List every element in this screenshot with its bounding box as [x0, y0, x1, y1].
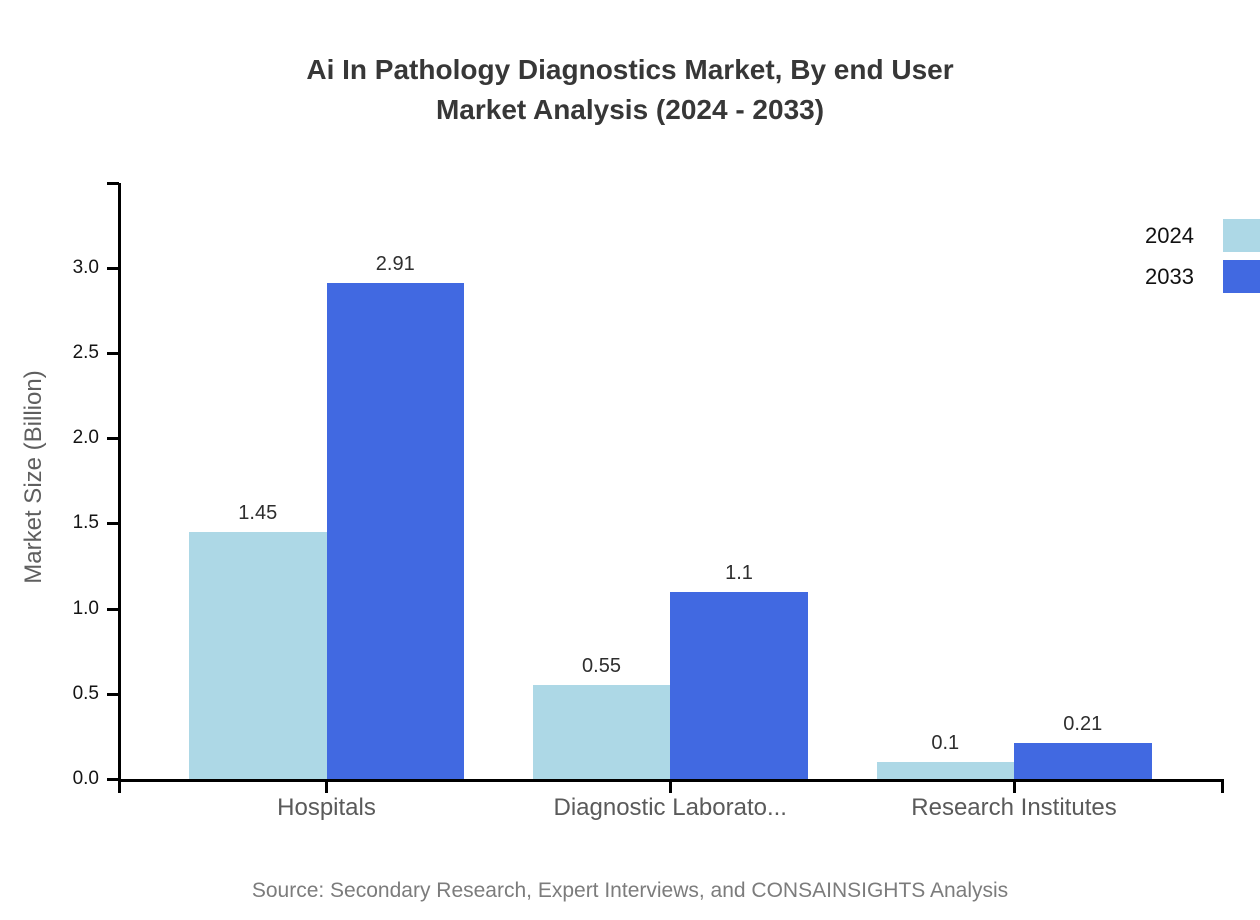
y-axis-tick — [107, 692, 119, 696]
bar-value-label: 0.55 — [582, 655, 621, 678]
source-note: Source: Secondary Research, Expert Inter… — [251, 879, 1009, 902]
x-category-label: Hospitals — [277, 794, 376, 821]
x-axis-line — [118, 779, 1224, 782]
bar-value-label: 1.1 — [725, 561, 753, 584]
legend-label: 2033 — [1145, 263, 1194, 289]
y-axis-tick — [107, 181, 119, 185]
bar-value-label: 0.21 — [1063, 713, 1103, 736]
bar-2024-hospitals — [189, 531, 327, 779]
chart-title-line2: Market Analysis (2024 - 2033) — [435, 94, 825, 125]
legend: 2024 2033 — [1145, 219, 1260, 301]
bar-2033-diagnostic-laborato- — [670, 591, 808, 779]
x-axis-end-cap — [1221, 779, 1224, 793]
y-tick-label: 1.5 — [72, 512, 99, 534]
x-category-label: Research Institutes — [911, 794, 1117, 821]
y-axis-tick — [107, 778, 119, 781]
legend-label: 2024 — [1145, 222, 1194, 248]
y-tick-label: 0.0 — [72, 768, 99, 789]
legend-swatch — [1223, 219, 1260, 252]
y-axis-tick — [107, 607, 119, 611]
legend-item: 2033 — [1145, 260, 1260, 293]
legend-swatch — [1223, 260, 1260, 293]
y-axis-tick — [107, 352, 119, 355]
chart-title: Ai In Pathology Diagnostics Market, By e… — [0, 50, 1260, 130]
y-tick-label: 2.5 — [72, 342, 99, 363]
y-tick-label: 2.0 — [72, 427, 99, 449]
bar-2033-research-institutes — [1014, 743, 1152, 779]
bar-value-label: 0.1 — [931, 731, 960, 754]
bar-value-label: 2.91 — [375, 253, 415, 276]
bar-value-label: 1.45 — [238, 501, 278, 524]
y-axis-tick — [107, 437, 119, 441]
chart-title-line1: Ai In Pathology Diagnostics Market, By e… — [306, 54, 954, 85]
x-axis-tick — [1012, 782, 1016, 793]
x-axis-tick — [668, 782, 672, 793]
bar-2033-hospitals — [326, 283, 464, 779]
y-axis-tick — [107, 266, 119, 270]
y-axis-line — [118, 182, 121, 793]
legend-item: 2024 — [1145, 219, 1260, 252]
y-tick-label: 3.0 — [72, 256, 99, 278]
y-axis-tick — [107, 522, 119, 526]
x-axis-tick — [325, 782, 328, 793]
y-tick-label: 1.0 — [72, 597, 99, 619]
bar-2024-diagnostic-laborato- — [532, 685, 671, 779]
bar-2024-research-institutes — [876, 761, 1014, 779]
y-tick-label: 0.5 — [72, 682, 99, 704]
x-category-label: Diagnostic Laborato... — [553, 794, 787, 821]
